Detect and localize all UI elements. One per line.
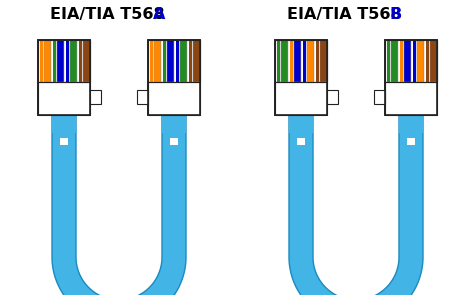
- Bar: [424, 40, 430, 82]
- Bar: [385, 40, 437, 115]
- Bar: [430, 40, 437, 82]
- Bar: [52, 113, 76, 133]
- Bar: [148, 40, 200, 115]
- Bar: [137, 90, 148, 104]
- Bar: [38, 40, 90, 82]
- Text: EIA/TIA T568: EIA/TIA T568: [287, 7, 401, 22]
- Bar: [161, 40, 167, 82]
- Bar: [294, 40, 301, 82]
- Bar: [385, 40, 437, 82]
- Bar: [411, 40, 418, 82]
- Bar: [275, 40, 282, 82]
- Bar: [407, 138, 415, 145]
- Bar: [187, 40, 193, 82]
- Bar: [289, 113, 313, 133]
- Bar: [301, 40, 308, 82]
- Bar: [181, 40, 187, 82]
- Polygon shape: [289, 115, 423, 295]
- Bar: [404, 40, 411, 82]
- Bar: [413, 40, 416, 82]
- Bar: [314, 40, 320, 82]
- Bar: [275, 40, 327, 115]
- Bar: [60, 138, 68, 145]
- Bar: [163, 40, 165, 82]
- Bar: [148, 40, 200, 115]
- Bar: [71, 40, 77, 82]
- Text: EIA/TIA T568: EIA/TIA T568: [50, 7, 164, 22]
- Bar: [57, 40, 64, 82]
- Polygon shape: [52, 115, 186, 295]
- Bar: [83, 40, 90, 82]
- Bar: [385, 82, 437, 115]
- Bar: [385, 40, 437, 115]
- Bar: [53, 40, 55, 82]
- Bar: [400, 40, 402, 82]
- Bar: [399, 113, 423, 133]
- Bar: [51, 40, 57, 82]
- Bar: [398, 40, 404, 82]
- Bar: [193, 40, 200, 82]
- Bar: [275, 40, 327, 82]
- Bar: [316, 40, 319, 82]
- Bar: [148, 40, 200, 82]
- Bar: [64, 40, 71, 82]
- Bar: [79, 40, 82, 82]
- Bar: [38, 40, 90, 115]
- Text: A: A: [153, 7, 165, 22]
- Bar: [385, 40, 437, 82]
- Bar: [148, 40, 155, 82]
- Bar: [38, 82, 90, 115]
- Bar: [275, 40, 327, 115]
- Bar: [387, 40, 390, 82]
- Bar: [174, 40, 181, 82]
- Bar: [320, 40, 327, 82]
- Bar: [66, 40, 69, 82]
- Bar: [148, 82, 200, 115]
- Bar: [303, 40, 306, 82]
- Bar: [148, 40, 200, 82]
- Bar: [189, 40, 191, 82]
- Bar: [392, 40, 398, 82]
- Bar: [150, 40, 153, 82]
- Bar: [327, 90, 338, 104]
- Bar: [45, 40, 51, 82]
- Bar: [288, 40, 294, 82]
- Bar: [167, 40, 174, 82]
- Bar: [277, 40, 280, 82]
- Bar: [38, 40, 90, 82]
- Bar: [38, 40, 90, 115]
- Bar: [90, 90, 101, 104]
- Bar: [374, 90, 385, 104]
- Text: B: B: [390, 7, 402, 22]
- Bar: [170, 138, 178, 145]
- Bar: [162, 113, 186, 133]
- Bar: [385, 40, 392, 82]
- Bar: [77, 40, 83, 82]
- Bar: [308, 40, 314, 82]
- Bar: [275, 82, 327, 115]
- Bar: [40, 40, 43, 82]
- Bar: [297, 138, 305, 145]
- Bar: [418, 40, 424, 82]
- Bar: [426, 40, 428, 82]
- Bar: [155, 40, 161, 82]
- Bar: [176, 40, 179, 82]
- Bar: [275, 40, 327, 82]
- Bar: [282, 40, 288, 82]
- Bar: [38, 40, 45, 82]
- Bar: [290, 40, 292, 82]
